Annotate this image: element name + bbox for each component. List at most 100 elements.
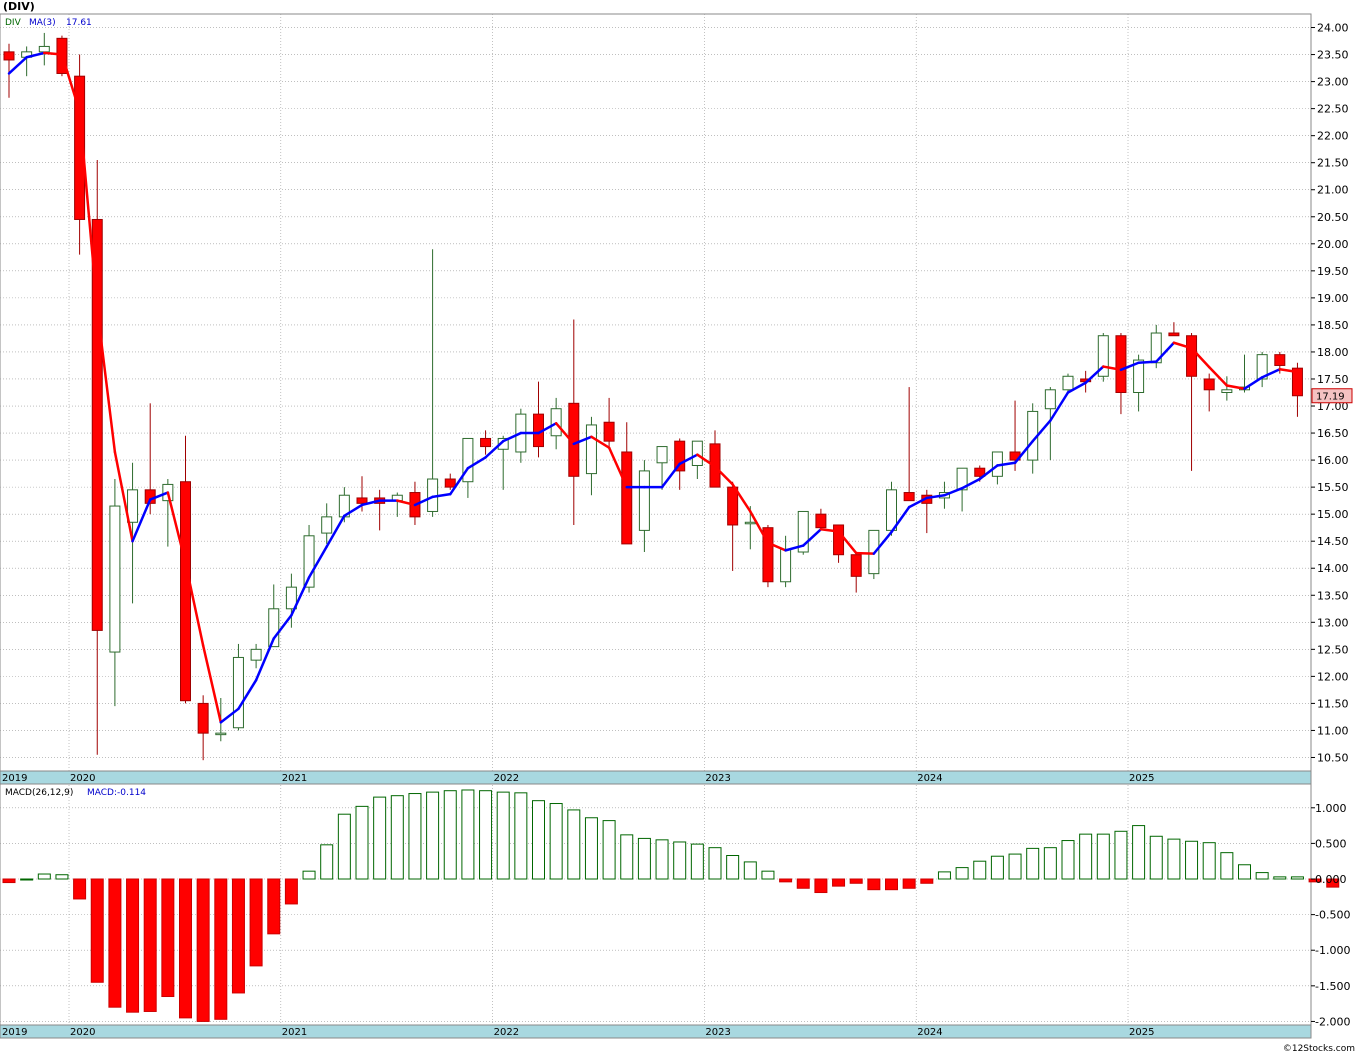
legend-ma-value: 17.61 — [66, 18, 92, 28]
price-tick-label: 13.50 — [1317, 589, 1349, 602]
macd-x-tick-label: 2024 — [917, 1027, 942, 1038]
price-tick-label: 11.50 — [1317, 697, 1349, 710]
credit-text: ©12Stocks.com — [1283, 1044, 1355, 1054]
ma-segment — [960, 477, 981, 490]
macd-bar — [973, 860, 987, 880]
grid-layer — [0, 14, 1311, 1025]
ma-segment — [78, 110, 99, 310]
macd-bar — [479, 790, 493, 880]
ma-segment — [131, 498, 152, 543]
macd-bar — [231, 878, 245, 994]
macd-bar — [1290, 876, 1304, 880]
ma-segment — [837, 530, 858, 555]
ma-segment — [766, 541, 787, 552]
macd-bar — [1238, 864, 1251, 880]
candle-body — [197, 702, 209, 734]
candle-body — [497, 437, 509, 450]
macd-bar — [655, 839, 669, 880]
candle-body — [303, 535, 315, 588]
candle-body — [762, 527, 774, 583]
macd-x-axis-band — [0, 1024, 1312, 1039]
macd-bar — [990, 855, 1004, 880]
ma-segment — [360, 499, 381, 507]
ma-segment — [96, 307, 117, 454]
candle-body — [480, 437, 492, 448]
ma-segment — [819, 528, 840, 533]
macd-bar — [126, 878, 140, 1013]
macd-bar — [708, 847, 722, 880]
macd-bar — [1220, 852, 1234, 880]
ma-segment — [466, 456, 487, 470]
candle-body — [638, 470, 650, 531]
macd-bar — [337, 813, 351, 880]
ma-segment — [1031, 419, 1052, 443]
macd-tick-label: 0.500 — [1315, 837, 1347, 850]
price-x-tick-label: 2019 — [2, 773, 27, 784]
macd-bar — [814, 878, 828, 894]
price-tick-label: 10.50 — [1317, 751, 1349, 764]
ma-segment — [1190, 346, 1211, 369]
macd-bar — [284, 878, 298, 905]
ma-segment — [113, 450, 134, 543]
price-tick-label: 17.50 — [1317, 373, 1349, 386]
macd-bar — [1043, 847, 1057, 880]
ma-segment — [413, 495, 434, 507]
macd-bar — [37, 873, 51, 880]
macd-bar — [743, 861, 757, 880]
macd-bar — [214, 878, 228, 1020]
macd-bar — [1326, 878, 1340, 888]
price-tick-label: 16.50 — [1317, 427, 1349, 440]
price-x-tick-label: 2022 — [494, 773, 519, 784]
price-tick-label: 19.00 — [1317, 292, 1349, 305]
macd-bar — [1185, 840, 1199, 880]
macd-bar — [514, 792, 528, 880]
ma-segment — [731, 483, 752, 513]
candle-body — [727, 486, 739, 526]
ma-segment — [148, 491, 170, 501]
legend-symbol: DIV — [5, 18, 22, 28]
ma-segment — [396, 499, 417, 507]
ma-segment — [290, 576, 311, 617]
candle-body — [691, 440, 703, 466]
price-tick-label: 15.50 — [1317, 481, 1349, 494]
price-tick-label: 13.00 — [1317, 616, 1349, 629]
macd-bar — [955, 867, 969, 880]
candle-body — [215, 732, 227, 736]
candle-body — [38, 45, 50, 53]
ma-segment — [1137, 360, 1158, 365]
candle-body — [674, 440, 686, 472]
macd-bars — [2, 789, 1340, 1022]
ma-segment — [307, 545, 328, 579]
ma-segment — [254, 637, 275, 682]
candle-body — [1256, 354, 1268, 380]
ma-segment — [1225, 384, 1246, 390]
ma-segment — [978, 464, 999, 481]
macd-bar — [461, 789, 475, 880]
ma-segment — [854, 551, 876, 555]
macd-bar — [90, 878, 104, 983]
candle-body — [321, 516, 333, 534]
ma-segment — [1243, 376, 1264, 390]
candle-body — [1115, 335, 1127, 394]
price-tick-label: 24.00 — [1317, 22, 1349, 35]
macd-bar — [1308, 878, 1322, 883]
macd-tick-label: -0.500 — [1315, 909, 1350, 922]
candle-body — [656, 446, 668, 464]
ma-segment — [572, 435, 593, 446]
ma-segment — [1013, 439, 1034, 465]
price-tick-label: 18.50 — [1317, 319, 1349, 332]
candle-body — [91, 218, 103, 631]
macd-bar — [1202, 842, 1216, 880]
macd-bar — [726, 855, 740, 880]
macd-x-tick-label: 2020 — [70, 1027, 95, 1038]
macd-bar — [920, 878, 934, 884]
macd-bar — [1079, 833, 1093, 880]
candle-body — [3, 51, 15, 61]
candle-body — [1062, 375, 1074, 391]
candle-body — [268, 608, 280, 648]
macd-bar — [584, 817, 598, 880]
ma-segment — [1102, 365, 1123, 372]
candle-body — [1291, 367, 1303, 397]
ma-segment — [43, 51, 64, 56]
ma-segment — [1172, 341, 1193, 350]
